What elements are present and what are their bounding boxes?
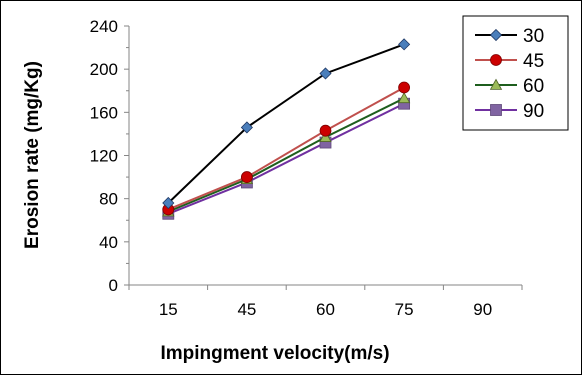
y-tick-label: 120 (90, 147, 118, 166)
x-tick-label: 45 (237, 300, 256, 319)
y-tick-label: 0 (109, 276, 118, 295)
legend-label: 90 (523, 101, 544, 122)
x-tick-label: 60 (316, 300, 335, 319)
series-30 (162, 38, 411, 210)
series-line (167, 102, 405, 215)
series-line (167, 97, 405, 213)
data-point (319, 124, 332, 137)
series-45 (162, 81, 411, 216)
data-point (398, 38, 411, 51)
x-tick-label: 75 (395, 300, 414, 319)
legend-marker (489, 78, 503, 90)
y-tick-label: 200 (90, 60, 118, 79)
legend-label: 30 (523, 26, 544, 47)
y-tick-label: 40 (99, 233, 118, 252)
legend-marker (489, 28, 503, 42)
y-axis-title: Erosion rate (mg/Kg) (22, 61, 43, 249)
data-point (240, 171, 253, 183)
data-point (319, 67, 332, 80)
data-point (240, 121, 253, 134)
y-tick-label: 160 (90, 103, 118, 122)
legend-marker (490, 104, 502, 116)
legend: 30 45 60 90 (462, 15, 569, 131)
legend-marker (490, 54, 502, 66)
y-tick-label: 80 (99, 190, 118, 209)
x-axis-title: Impingment velocity(m/s) (160, 343, 389, 364)
data-point (397, 91, 411, 104)
legend-label: 60 (523, 76, 544, 97)
legend-item-60: 60 (475, 76, 544, 97)
y-tick-label: 240 (90, 17, 118, 36)
legend-box (462, 15, 569, 131)
data-point (162, 196, 175, 210)
axes: 0 40 80 120 160 200 240 15 45 60 75 90 (90, 17, 523, 319)
data-point (319, 130, 332, 142)
series-line (167, 86, 405, 211)
legend-item-30: 30 (475, 26, 544, 47)
x-tick-label: 90 (473, 300, 492, 319)
x-tick-label: 15 (159, 300, 178, 319)
series-group (162, 38, 411, 220)
series-line (167, 43, 405, 204)
legend-item-90: 90 (475, 101, 544, 122)
data-point (398, 81, 411, 94)
legend-label: 45 (523, 51, 544, 72)
legend-item-45: 45 (475, 51, 544, 72)
